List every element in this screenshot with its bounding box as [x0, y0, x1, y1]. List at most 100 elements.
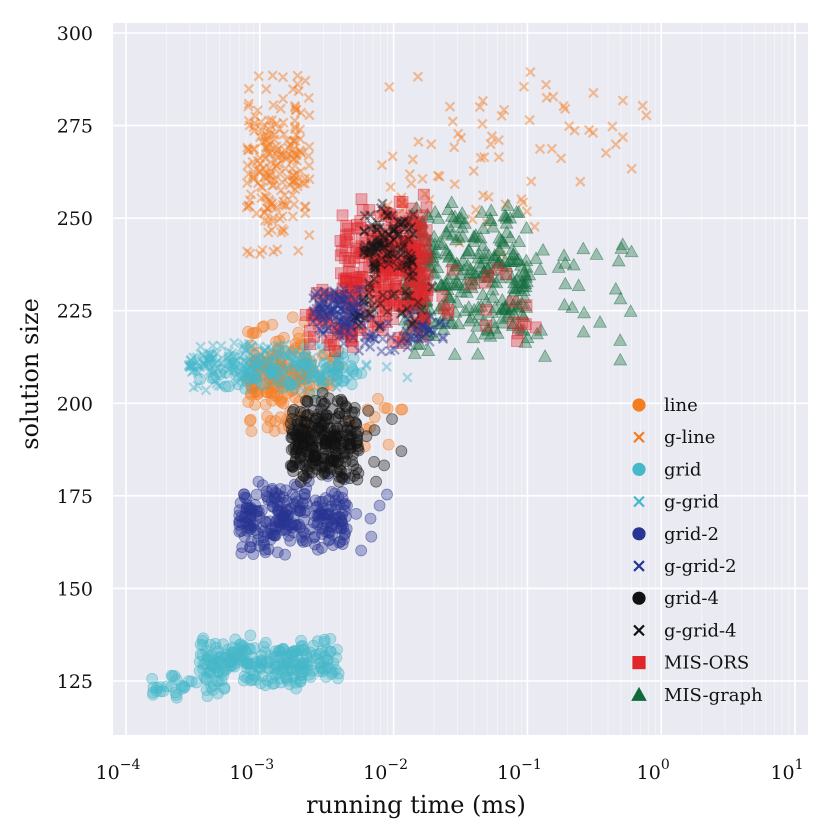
data-point-g-grid	[331, 382, 342, 393]
data-point-grid-2	[238, 488, 251, 501]
data-point-MIS-ORS	[339, 272, 352, 285]
legend-marker-g-grid-2	[633, 560, 645, 572]
data-point-line	[368, 411, 381, 423]
data-point-grid-4	[336, 472, 349, 485]
data-point-g-grid-4	[370, 263, 381, 274]
data-point-g-grid	[199, 359, 210, 370]
data-point-line	[317, 382, 329, 395]
data-point-g-line	[277, 211, 288, 222]
data-point-line	[242, 396, 255, 408]
data-point-MIS-ORS	[377, 276, 390, 289]
data-point-g-grid	[306, 368, 317, 380]
data-point-g-line	[269, 134, 280, 145]
data-point-g-grid	[314, 373, 326, 384]
data-point-g-grid-4	[368, 263, 380, 275]
data-point-g-grid	[321, 363, 332, 374]
data-point-MIS-ORS	[356, 203, 369, 216]
data-point-g-grid-4	[405, 250, 416, 262]
data-point-g-line	[477, 118, 488, 130]
data-point-grid	[207, 371, 220, 384]
data-point-g-line	[282, 172, 293, 183]
data-point-g-grid	[185, 361, 197, 372]
data-point-g-grid-4	[374, 235, 385, 246]
data-point-g-grid-2	[412, 322, 424, 333]
data-point-line	[270, 335, 282, 348]
data-point-g-grid-2	[340, 300, 352, 311]
data-point-g-grid	[213, 380, 224, 391]
data-point-g-grid-2	[316, 304, 327, 315]
data-point-g-grid	[300, 364, 311, 376]
data-point-g-line	[261, 192, 272, 203]
y-tick-label: 175	[57, 486, 93, 508]
data-point-g-grid-4	[427, 281, 438, 293]
data-point-g-line	[291, 150, 302, 161]
data-point-g-grid-2	[319, 286, 331, 297]
data-point-g-grid-2	[318, 288, 330, 299]
data-point-MIS-ORS	[352, 273, 365, 286]
data-point-g-grid	[300, 351, 311, 363]
data-point-g-grid	[252, 353, 264, 364]
data-point-g-line	[525, 176, 537, 187]
legend-marker-grid-2	[632, 527, 646, 541]
data-point-MIS-graph	[485, 282, 500, 296]
data-point-g-grid-2	[331, 325, 343, 336]
data-point-g-grid-4	[395, 250, 407, 261]
data-point-g-line	[254, 152, 266, 164]
data-point-grid	[304, 359, 317, 372]
data-point-g-grid-4	[388, 234, 400, 246]
data-point-g-line	[265, 170, 277, 182]
y-tick-label: 200	[57, 393, 93, 415]
data-point-grid	[327, 657, 340, 669]
data-point-g-line	[262, 203, 273, 214]
data-point-g-line	[265, 199, 277, 210]
data-point-line	[245, 387, 258, 399]
data-point-grid	[316, 645, 328, 657]
data-point-MIS-graph	[613, 291, 628, 305]
data-point-g-grid	[194, 362, 206, 373]
data-point-g-grid-2	[318, 296, 329, 307]
data-point-grid-4	[352, 467, 365, 479]
data-point-g-grid-2	[413, 333, 425, 345]
data-point-g-grid	[248, 375, 259, 386]
data-point-g-grid	[192, 360, 203, 372]
data-point-MIS-ORS	[355, 193, 368, 206]
data-point-g-grid	[202, 355, 213, 366]
data-point-grid	[283, 678, 296, 691]
series-g-line	[241, 66, 652, 281]
data-point-grid-4	[333, 475, 345, 488]
data-point-g-grid-2	[405, 332, 416, 344]
data-point-g-line	[265, 175, 277, 186]
data-point-g-grid-2	[437, 333, 449, 345]
data-point-MIS-graph	[509, 272, 524, 286]
data-point-g-grid-2	[352, 314, 363, 325]
data-point-g-grid	[320, 368, 332, 379]
data-point-g-grid-4	[383, 239, 395, 250]
data-point-g-grid-2	[335, 316, 346, 327]
data-point-g-grid	[183, 360, 194, 371]
data-point-MIS-ORS	[404, 298, 417, 310]
data-point-MIS-ORS	[375, 230, 388, 243]
data-point-g-grid	[292, 358, 304, 369]
data-point-MIS-ORS	[378, 290, 391, 302]
data-point-g-grid-4	[364, 281, 376, 293]
data-point-grid-2	[235, 547, 248, 560]
data-point-g-grid	[241, 364, 253, 375]
data-point-g-line	[267, 180, 278, 191]
data-point-grid-2	[381, 488, 393, 501]
data-point-g-grid-2	[346, 308, 358, 319]
data-point-grid	[146, 672, 159, 685]
data-point-g-grid-2	[348, 308, 359, 319]
data-point-g-grid-2	[405, 331, 416, 342]
data-point-g-grid-2	[402, 313, 413, 325]
data-point-g-grid-2	[401, 325, 412, 337]
data-point-MIS-graph	[466, 234, 481, 247]
data-point-g-grid	[264, 356, 275, 367]
data-point-g-grid	[197, 349, 208, 360]
data-point-g-grid	[272, 346, 283, 358]
data-point-grid-2	[355, 544, 368, 557]
data-point-g-line	[280, 154, 292, 165]
data-point-g-grid-4	[396, 216, 407, 228]
data-point-g-line	[426, 139, 437, 150]
data-point-grid	[304, 671, 317, 683]
data-point-g-grid-2	[417, 320, 428, 331]
